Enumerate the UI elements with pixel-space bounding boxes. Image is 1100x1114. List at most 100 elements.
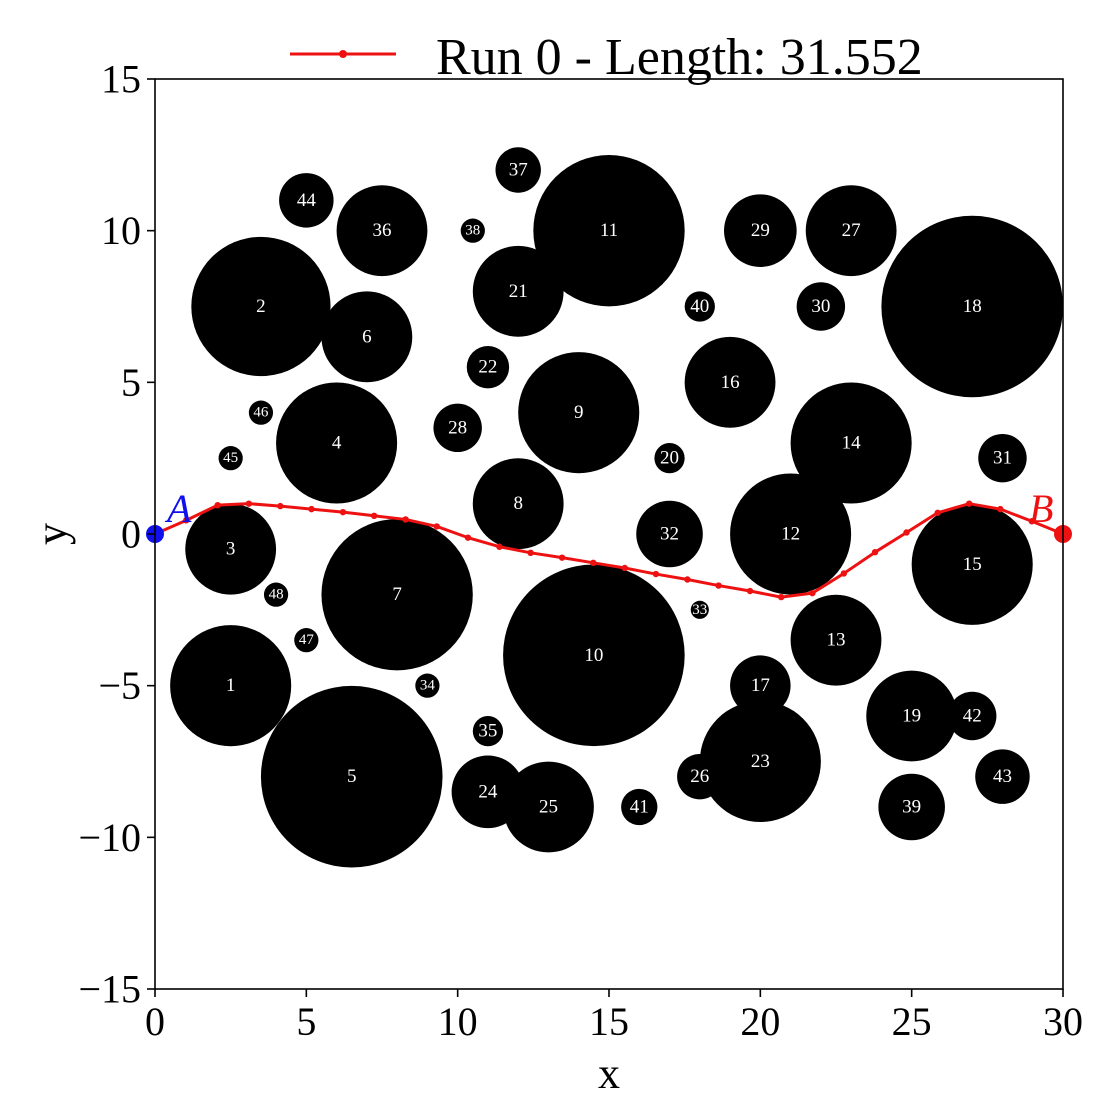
obstacle-18 xyxy=(881,215,1063,398)
obstacle-label-15: 15 xyxy=(963,554,982,575)
obstacle-label-44: 44 xyxy=(297,190,317,211)
legend: Run 0 - Length: 31.552 xyxy=(290,29,923,86)
obstacle-label-8: 8 xyxy=(513,493,523,514)
obstacle-label-43: 43 xyxy=(993,766,1012,787)
obstacle-16 xyxy=(684,336,776,428)
obstacle-42 xyxy=(947,691,997,741)
obstacle-label-37: 37 xyxy=(509,160,528,181)
obstacle-label-21: 21 xyxy=(509,281,528,302)
obstacle-11 xyxy=(533,155,685,307)
path-point-3 xyxy=(245,500,253,507)
path-point-1 xyxy=(182,517,190,524)
obstacle-38 xyxy=(460,218,485,243)
path-point-24 xyxy=(903,529,910,536)
obstacle-45 xyxy=(218,446,243,471)
obstacle-label-31: 31 xyxy=(993,448,1012,469)
obstacle-13 xyxy=(790,594,882,686)
series-line-0 xyxy=(154,502,1064,599)
path-point-27 xyxy=(997,505,1004,513)
x-ticks: 0 5 10 15 20 25 30 xyxy=(145,989,1083,1044)
obstacle-label-22: 22 xyxy=(478,357,497,378)
obstacle-label-18: 18 xyxy=(963,296,982,317)
obstacle-41 xyxy=(621,788,658,826)
obstacle-label-33: 33 xyxy=(692,602,707,618)
obstacle-label-5: 5 xyxy=(347,766,357,787)
path-point-26 xyxy=(965,500,973,507)
path-point-19 xyxy=(746,587,754,595)
obstacle-31 xyxy=(978,433,1027,483)
obstacle-label-24: 24 xyxy=(478,781,498,802)
legend-label: Run 0 - Length: 31.552 xyxy=(436,29,923,86)
obstacle-label-45: 45 xyxy=(223,450,238,466)
obstacle-10 xyxy=(503,564,685,747)
point-label-A: A xyxy=(164,486,192,531)
obstacle-label-9: 9 xyxy=(574,402,584,423)
obstacle-label-34: 34 xyxy=(420,678,436,694)
obstacle-label-29: 29 xyxy=(751,220,770,241)
obstacle-label-40: 40 xyxy=(690,296,709,317)
x-tick-label: 0 xyxy=(145,999,165,1044)
obstacle-label-6: 6 xyxy=(362,326,372,347)
obstacle-35 xyxy=(472,716,504,747)
obstacle-label-28: 28 xyxy=(448,417,467,438)
obstacle-5 xyxy=(260,685,443,868)
obstacle-25 xyxy=(503,761,594,853)
obstacle-36 xyxy=(336,185,428,277)
x-tick-label: 30 xyxy=(1043,999,1083,1044)
obstacle-1 xyxy=(170,625,292,747)
obstacle-label-38: 38 xyxy=(465,223,480,239)
obstacle-17 xyxy=(730,655,791,716)
obstacle-label-1: 1 xyxy=(226,675,236,696)
path-point-22 xyxy=(840,570,848,577)
obstacle-label-20: 20 xyxy=(660,448,679,469)
obstacle-label-4: 4 xyxy=(332,433,342,454)
y-tick-label: 0 xyxy=(121,512,141,557)
obstacle-label-17: 17 xyxy=(751,675,770,696)
path-point-5 xyxy=(308,505,315,513)
path-point-25 xyxy=(934,509,941,516)
x-tick-label: 20 xyxy=(740,999,780,1044)
obstacle-19 xyxy=(866,670,958,762)
obstacle-22 xyxy=(466,345,510,389)
x-tick-label: 15 xyxy=(589,999,629,1044)
obstacle-label-35: 35 xyxy=(478,721,497,742)
obstacle-37 xyxy=(495,147,541,193)
obstacle-label-16: 16 xyxy=(721,372,740,393)
obstacle-label-41: 41 xyxy=(630,797,649,818)
y-tick-label: −5 xyxy=(98,663,141,708)
obstacle-label-2: 2 xyxy=(256,296,266,317)
obstacle-21 xyxy=(472,245,564,337)
path-point-11 xyxy=(496,543,503,550)
obstacle-27 xyxy=(805,185,897,277)
path-point-13 xyxy=(558,554,566,561)
path-point-2 xyxy=(214,501,221,509)
y-ticks: −15 −10 −5 0 5 10 15 xyxy=(78,57,155,1012)
path-point-4 xyxy=(277,502,284,510)
y-axis-label: y xyxy=(27,523,76,545)
obstacle-44 xyxy=(279,173,334,228)
path-point-15 xyxy=(621,564,628,572)
obstacle-label-11: 11 xyxy=(600,220,618,241)
path-point-18 xyxy=(715,582,722,589)
y-tick-label: −15 xyxy=(78,967,141,1012)
obstacle-8 xyxy=(472,458,564,550)
obstacle-30 xyxy=(796,282,846,331)
obstacle-15 xyxy=(911,503,1033,625)
obstacle-label-14: 14 xyxy=(842,433,862,454)
obstacle-label-7: 7 xyxy=(392,584,402,605)
x-tick-label: 5 xyxy=(296,999,316,1044)
path-point-20 xyxy=(778,593,785,601)
path-point-17 xyxy=(684,576,691,583)
y-tick-label: 15 xyxy=(101,57,141,102)
obstacle-9 xyxy=(518,352,640,474)
path-point-12 xyxy=(527,549,534,557)
obstacle-label-47: 47 xyxy=(299,632,315,648)
obstacle-6 xyxy=(321,291,413,383)
obstacle-label-26: 26 xyxy=(690,766,709,787)
x-tick-label: 25 xyxy=(892,999,932,1044)
obstacle-2 xyxy=(191,236,331,377)
obstacle-4 xyxy=(276,382,398,504)
obstacle-label-48: 48 xyxy=(269,587,284,603)
